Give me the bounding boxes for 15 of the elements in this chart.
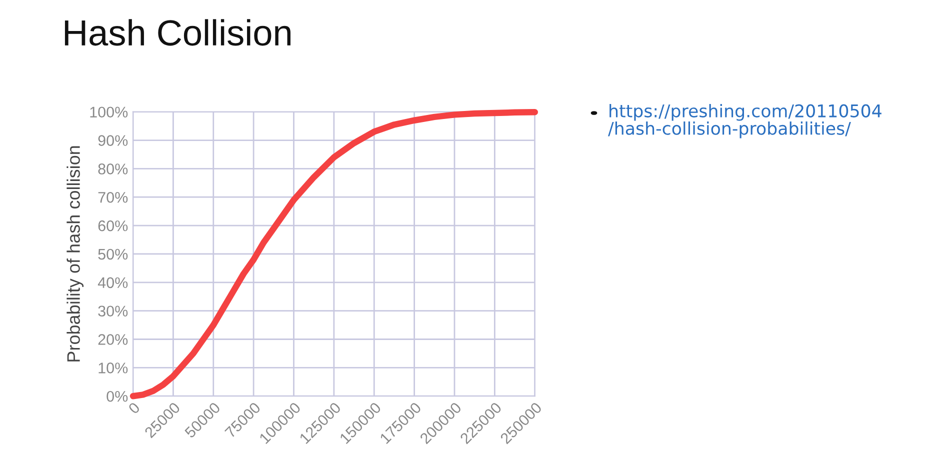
y-tick-label: 50% xyxy=(98,248,128,260)
y-tick-label: 20% xyxy=(98,334,128,345)
y-tick-label: 0% xyxy=(106,390,128,402)
text: https://preshing.com/20110504 /hash-collision-probabilities/ xyxy=(608,104,882,138)
y-tick-label: 80% xyxy=(98,164,128,174)
y-tick-label: 90% xyxy=(98,135,128,146)
y-axis-title: Probability of hash collision xyxy=(66,146,84,362)
y-tick-label: 40% xyxy=(98,277,128,288)
chart-title: Hash Collision xyxy=(64,19,290,46)
y-tick-label: 100% xyxy=(90,106,128,118)
y-tick-label: 60% xyxy=(98,220,128,232)
y-tick-label: 70% xyxy=(98,192,128,203)
y-tick-label: 10% xyxy=(98,362,128,374)
y-tick-label: 30% xyxy=(98,306,128,317)
x-tick-label: 0 xyxy=(128,402,141,414)
